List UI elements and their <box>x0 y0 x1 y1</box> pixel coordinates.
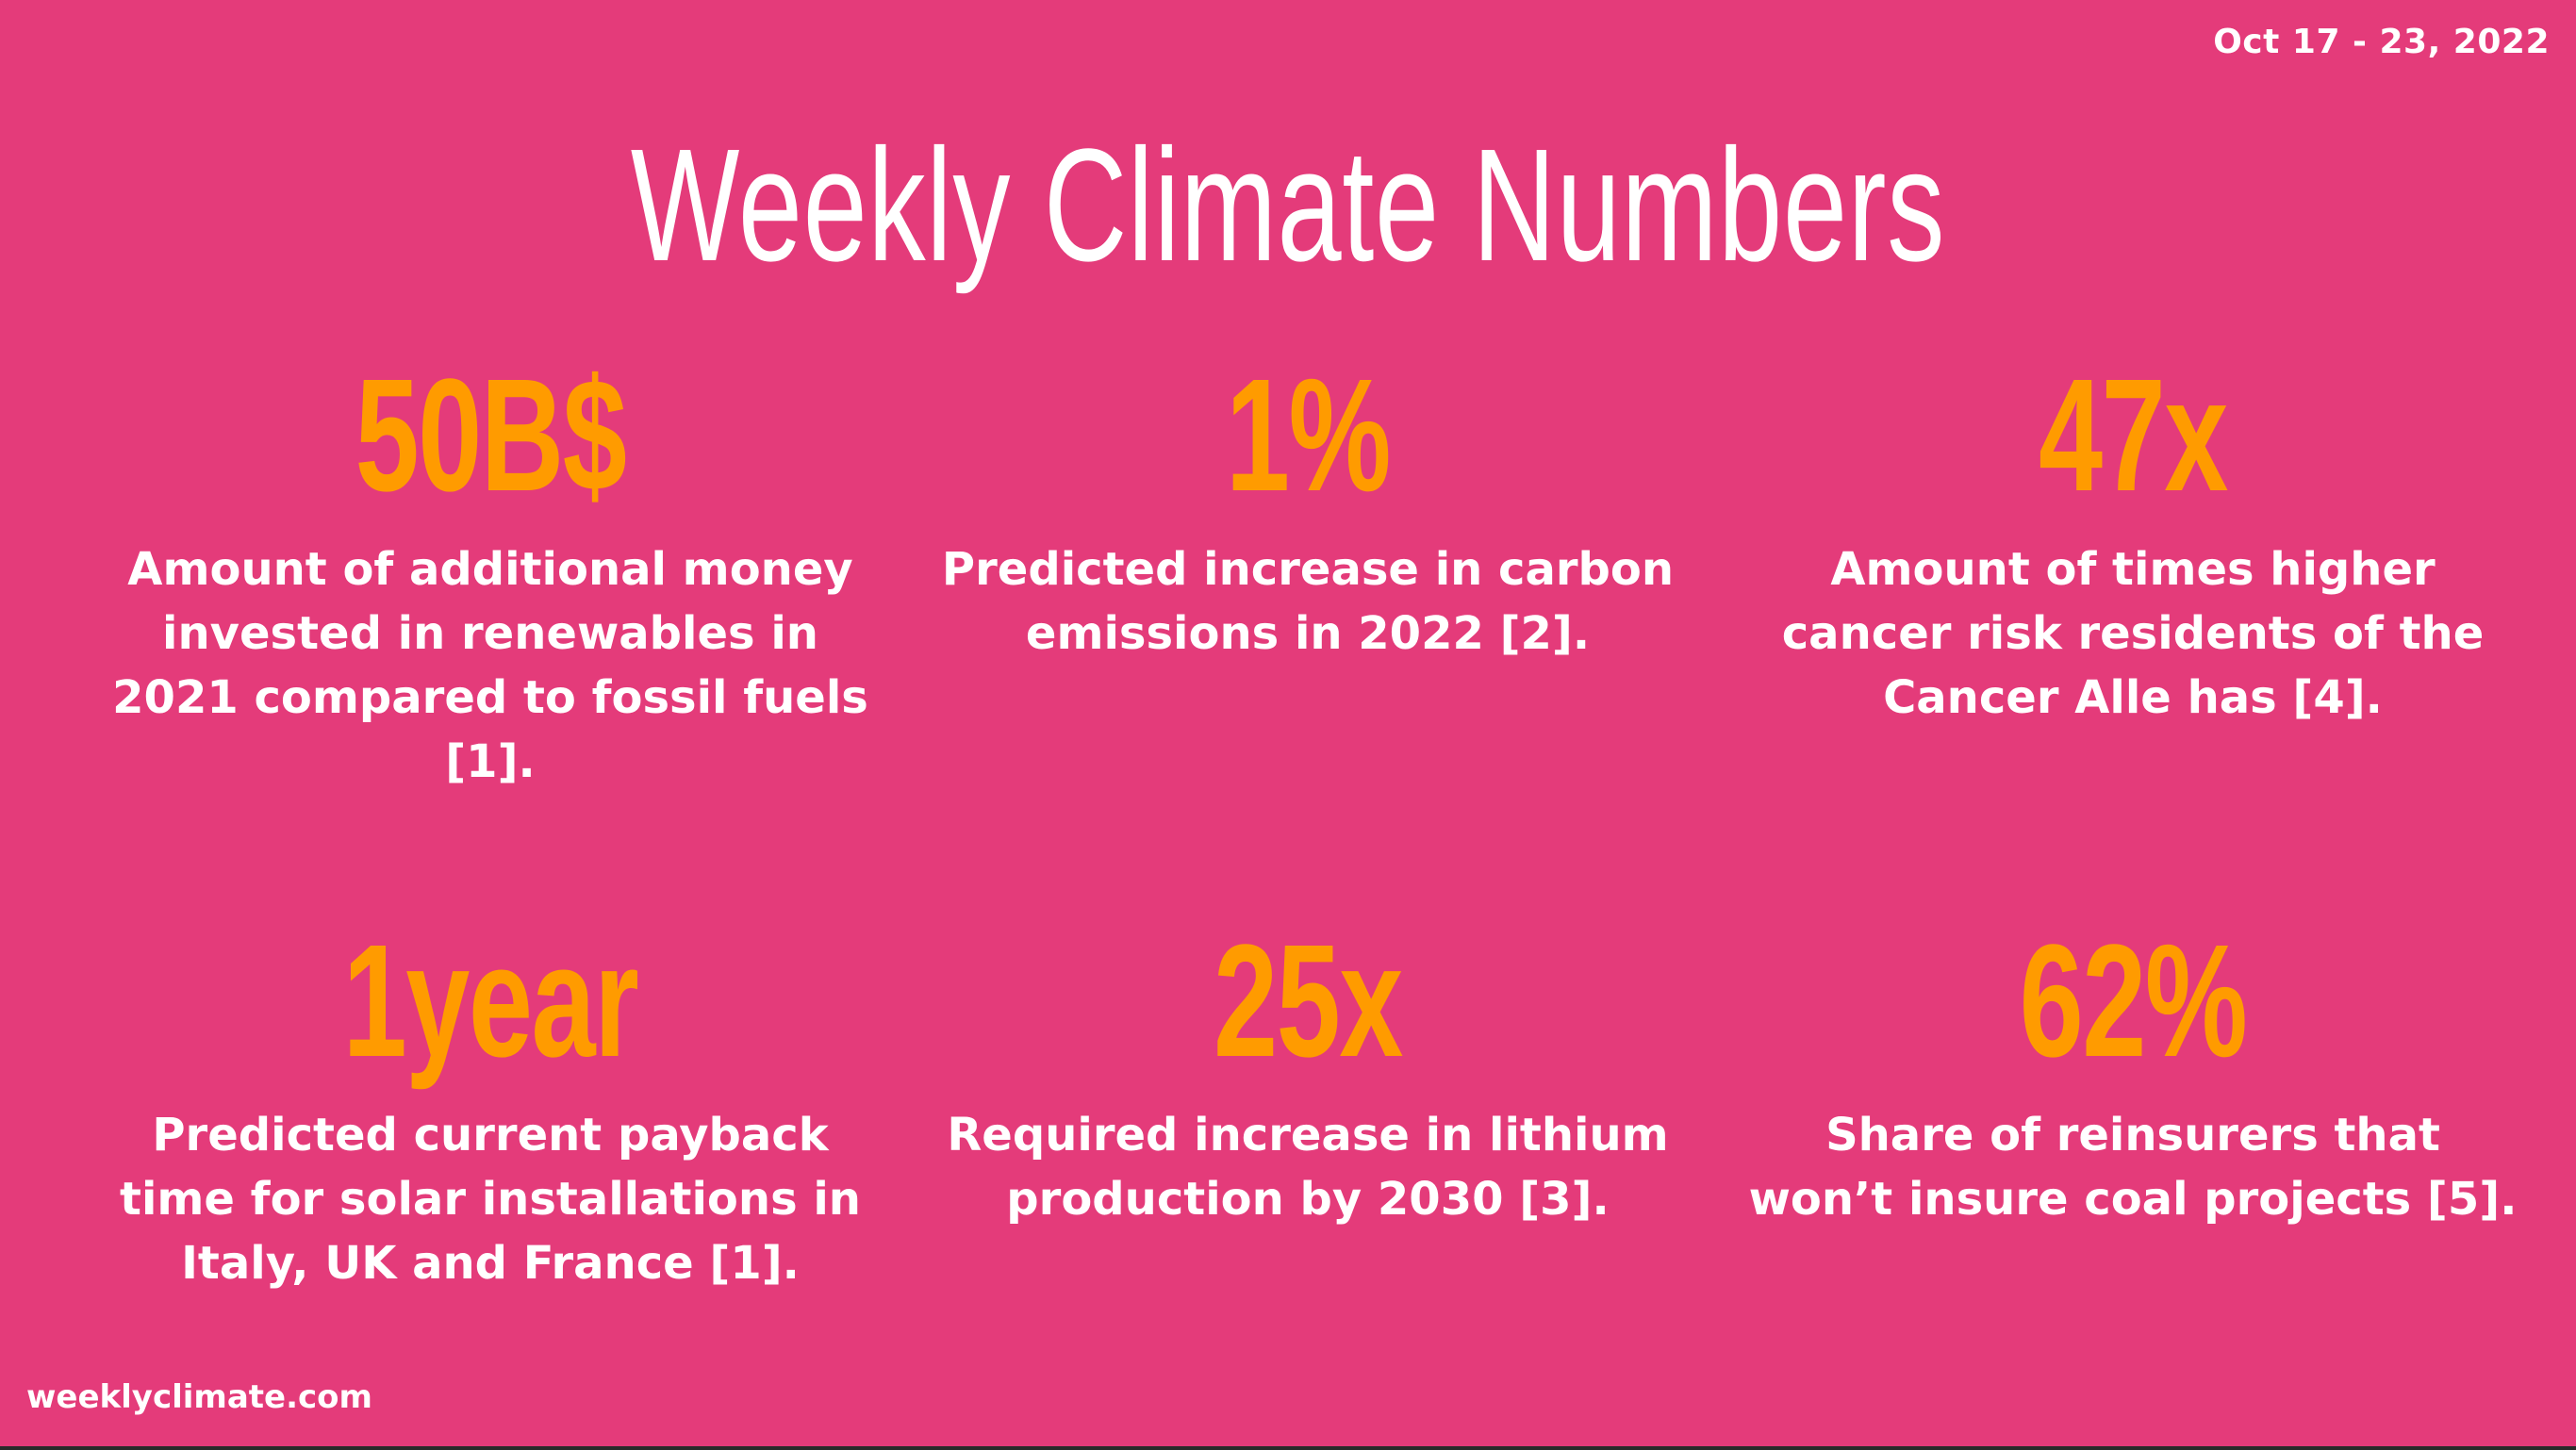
stat-value: 25x <box>1214 912 1403 1091</box>
bottom-divider <box>0 1446 2576 1450</box>
stat-description: Amount of additional money invested in r… <box>112 543 868 788</box>
stat-description: Predicted current payback time for solar… <box>120 1109 861 1290</box>
stat-card: 50B$ Amount of additional money invested… <box>104 351 877 794</box>
stat-card: 62% Share of reinsurers that won’t insur… <box>1746 916 2519 1231</box>
stat-description: Share of reinsurers that won’t insure co… <box>1748 1109 2518 1226</box>
stat-value: 47x <box>2039 346 2228 525</box>
stat-value: 1% <box>1225 346 1391 525</box>
stat-description: Amount of times higher cancer risk resid… <box>1781 543 2485 724</box>
page-title: Weekly Climate Numbers <box>630 116 1946 295</box>
stat-description: Predicted increase in carbon emissions i… <box>941 543 1675 660</box>
stat-card: 1year Predicted current payback time for… <box>104 916 877 1295</box>
stat-card: 47x Amount of times higher cancer risk r… <box>1746 351 2519 730</box>
date-range: Oct 17 - 23, 2022 <box>2213 23 2550 61</box>
stat-card: 25x Required increase in lithium product… <box>921 916 1694 1231</box>
stat-value: 62% <box>2019 912 2248 1091</box>
stat-card: 1% Predicted increase in carbon emission… <box>921 351 1694 666</box>
stat-description: Required increase in lithium production … <box>947 1109 1669 1226</box>
stat-value: 1year <box>342 912 639 1091</box>
stat-value: 50B$ <box>355 346 627 525</box>
website-link[interactable]: weeklyclimate.com <box>26 1378 372 1416</box>
